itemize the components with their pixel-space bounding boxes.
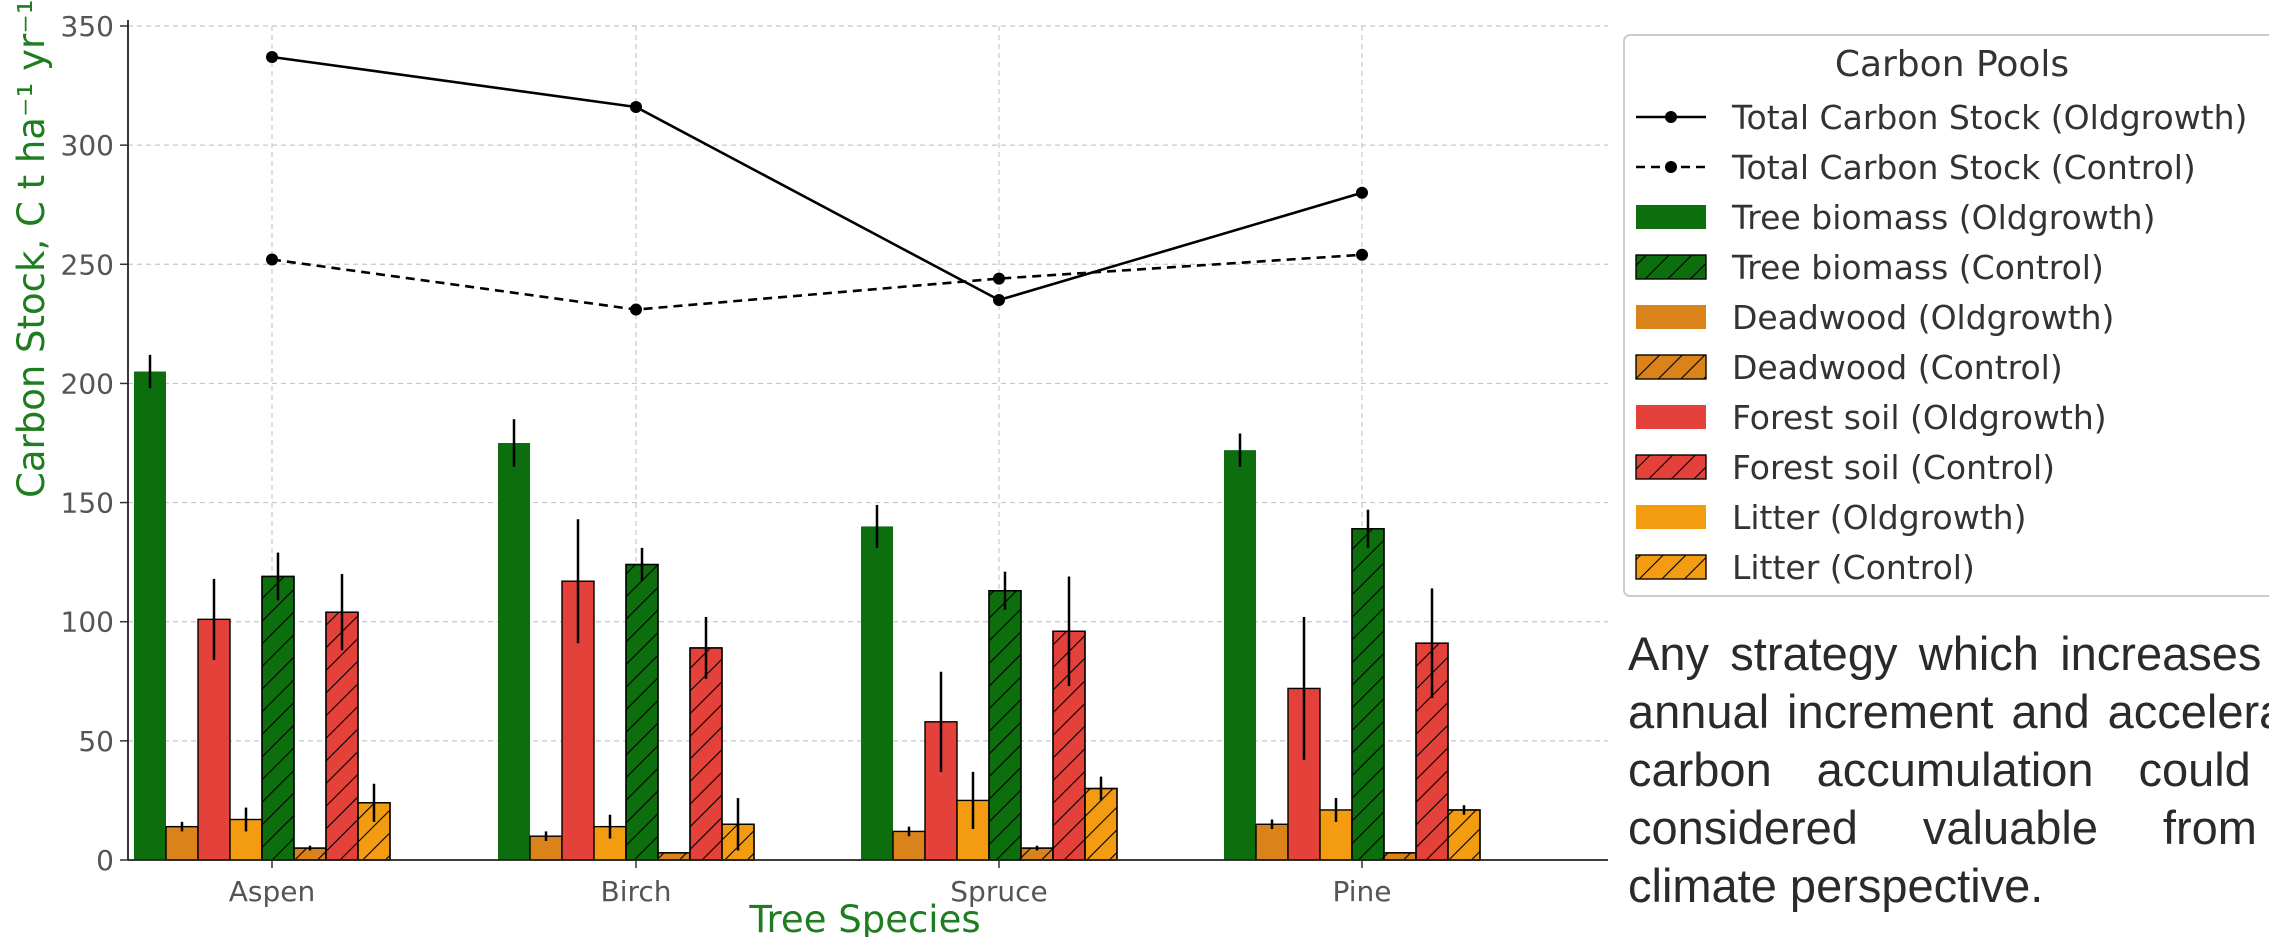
legend-label: Tree biomass (Control) xyxy=(1731,248,2104,287)
bar-hatch xyxy=(689,647,723,861)
bar-hatch xyxy=(1351,528,1385,861)
bar-hatch xyxy=(357,802,391,861)
y-tick-label: 350 xyxy=(61,10,114,43)
bar xyxy=(1224,450,1256,860)
legend-swatch-hatch xyxy=(1635,254,1707,280)
total-lines xyxy=(266,50,1368,316)
legend-line-marker xyxy=(1665,111,1677,123)
total-line-marker xyxy=(1356,186,1368,199)
legend-swatch-hatch xyxy=(1635,354,1707,380)
grid-lines xyxy=(128,25,1608,861)
x-tick-label: Birch xyxy=(600,875,671,908)
legend-swatch-hatch xyxy=(1635,454,1707,480)
legend-swatch xyxy=(1636,305,1706,329)
bar-hatch xyxy=(625,563,659,861)
legend-title: Carbon Pools xyxy=(1835,44,2069,85)
y-tick-label: 0 xyxy=(96,844,114,877)
y-tick-label: 300 xyxy=(61,129,114,162)
legend-swatch-hatch xyxy=(1635,554,1707,580)
legend-label: Forest soil (Control) xyxy=(1732,448,2055,487)
bar-hatch xyxy=(988,590,1022,861)
legend-label: Litter (Oldgrowth) xyxy=(1732,498,2026,537)
legend-box xyxy=(1623,34,2269,597)
bar-hatch xyxy=(657,852,691,861)
x-tick-label: Aspen xyxy=(229,875,316,908)
bars xyxy=(134,354,1481,861)
y-tick-label: 100 xyxy=(61,606,114,639)
bar xyxy=(165,825,199,861)
legend-label: Tree biomass (Oldgrowth) xyxy=(1731,198,2155,237)
bar-hatch xyxy=(261,575,295,861)
legend-label: Total Carbon Stock (Control) xyxy=(1731,148,2196,187)
y-tick-label: 250 xyxy=(61,248,114,281)
x-axis-label: Tree Species xyxy=(748,898,980,937)
bar xyxy=(1255,823,1289,861)
y-tick-label: 150 xyxy=(61,487,114,520)
legend-line-marker xyxy=(1665,161,1677,173)
x-tick-label: Pine xyxy=(1332,875,1391,908)
legend-label: Forest soil (Oldgrowth) xyxy=(1732,398,2107,437)
total-line-marker xyxy=(993,294,1005,307)
y-tick-label: 50 xyxy=(78,725,114,758)
total-line-marker xyxy=(266,253,278,266)
legend-swatch xyxy=(1636,205,1706,229)
legend-swatch xyxy=(1636,405,1706,429)
legend: Carbon Pools Total Carbon Stock (Oldgrow… xyxy=(1623,34,2269,597)
total-line-oldgrowth xyxy=(271,55,1363,302)
bar xyxy=(498,443,530,860)
bar xyxy=(593,825,627,861)
y-tick-label: 200 xyxy=(61,367,114,400)
axes: 0 50 100 150 200 250 300 350 Aspen Birch Spruce Pin… xyxy=(61,10,1608,908)
legend-swatch xyxy=(1636,505,1706,529)
bar xyxy=(229,818,263,861)
bar xyxy=(134,371,166,860)
total-line-marker xyxy=(630,101,642,114)
total-line-control xyxy=(271,253,1363,311)
legend-label: Litter (Control) xyxy=(1732,548,1975,587)
y-axis-label: Carbon Stock, C t ha⁻¹ yr⁻¹ xyxy=(10,0,53,498)
total-line-marker xyxy=(266,50,278,63)
bar-hatch xyxy=(1383,852,1417,861)
legend-label: Total Carbon Stock (Oldgrowth) xyxy=(1731,98,2247,137)
side-paragraph: Any strategy which increases the annual … xyxy=(1628,627,2269,912)
legend-label: Deadwood (Oldgrowth) xyxy=(1732,298,2114,337)
x-tick-label: Spruce xyxy=(950,875,1047,908)
bar-hatch xyxy=(1447,809,1481,861)
total-line-marker xyxy=(1356,248,1368,261)
bar xyxy=(861,526,893,860)
bar-hatch xyxy=(325,611,359,861)
total-line-marker xyxy=(630,303,642,316)
total-line-marker xyxy=(993,272,1005,285)
legend-label: Deadwood (Control) xyxy=(1732,348,2063,387)
